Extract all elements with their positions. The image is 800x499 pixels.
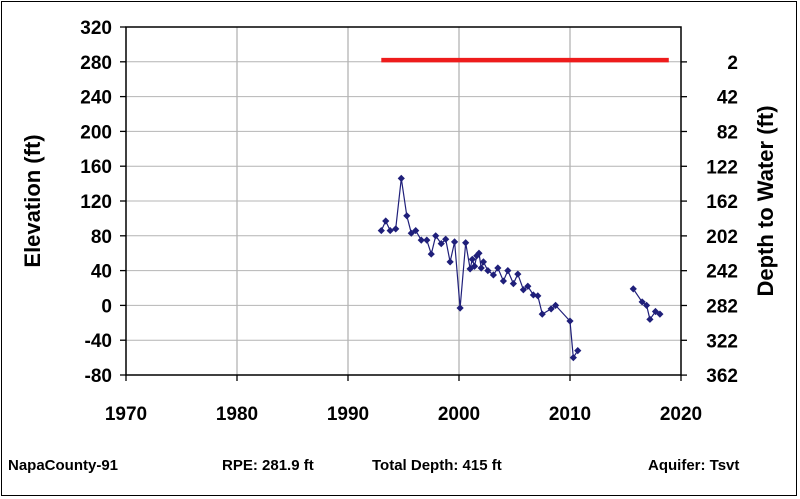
data-point bbox=[569, 354, 577, 362]
footer-info: NapaCounty-91 RPE: 281.9 ft Total Depth:… bbox=[0, 457, 800, 481]
data-point bbox=[514, 270, 522, 278]
y-tick-label-right: 42 bbox=[717, 88, 738, 109]
y-tick-label-left: -80 bbox=[85, 366, 112, 387]
data-point bbox=[494, 264, 502, 272]
data-point bbox=[509, 280, 517, 288]
y-axis-label-right: Depth to Water (ft) bbox=[753, 105, 778, 296]
data-point bbox=[412, 226, 420, 235]
data-point bbox=[466, 265, 474, 273]
tick-labels: 1970 1980 1990 2000 2010 20203202802402001601… bbox=[80, 18, 738, 425]
y-tick-label-right: 162 bbox=[706, 192, 738, 213]
data-point bbox=[529, 291, 537, 299]
data-point bbox=[456, 304, 464, 312]
data-point bbox=[566, 317, 574, 325]
data-point bbox=[574, 347, 582, 355]
data-point bbox=[450, 238, 459, 246]
y-tick-label-right: 202 bbox=[706, 227, 738, 248]
y-tick-label-left: 160 bbox=[80, 157, 112, 178]
plot-area-border bbox=[125, 26, 682, 376]
data-point bbox=[403, 212, 411, 220]
well-id: NapaCounty-91 bbox=[8, 457, 119, 474]
data-point bbox=[432, 232, 440, 240]
data-point bbox=[642, 301, 651, 309]
data-point bbox=[427, 250, 435, 258]
data-point bbox=[651, 307, 660, 316]
x-tick-label: 2000 bbox=[438, 404, 480, 425]
data-point bbox=[524, 282, 532, 290]
data-point bbox=[417, 236, 425, 244]
y-tick-label-left: 0 bbox=[101, 296, 112, 317]
grid bbox=[120, 26, 687, 381]
y-tick-label-left: 320 bbox=[80, 18, 112, 39]
data-point bbox=[377, 226, 385, 235]
x-tick-label: 2020 bbox=[660, 404, 702, 425]
y-tick-label-right: 2 bbox=[727, 53, 738, 74]
data-point bbox=[407, 229, 415, 237]
data-point bbox=[475, 249, 483, 257]
data-point bbox=[638, 298, 646, 306]
data-point bbox=[547, 305, 555, 313]
y-tick-label-left: 40 bbox=[91, 262, 112, 283]
data-point bbox=[437, 240, 445, 248]
data-point bbox=[629, 285, 637, 293]
y-axis-label-left: Elevation (ft) bbox=[20, 134, 45, 267]
data-point bbox=[397, 174, 405, 182]
x-tick-label: 1970 bbox=[105, 404, 147, 425]
data-point bbox=[519, 286, 527, 294]
x-tick-label: 2010 bbox=[549, 404, 591, 425]
data-point bbox=[551, 301, 560, 309]
y-tick-label-right: 242 bbox=[706, 262, 738, 283]
data-point bbox=[392, 225, 400, 233]
series-group bbox=[377, 174, 664, 362]
data-point bbox=[477, 264, 485, 272]
data-point bbox=[386, 226, 394, 235]
data-point bbox=[484, 267, 492, 275]
data-point bbox=[479, 258, 488, 266]
data-point bbox=[646, 315, 654, 323]
total-depth: Total Depth: 415 ft bbox=[372, 457, 502, 474]
y-tick-label-right: 122 bbox=[706, 157, 738, 178]
data-point bbox=[504, 267, 512, 275]
data-point bbox=[442, 235, 450, 243]
data-point bbox=[446, 258, 454, 266]
y-tick-label-left: 240 bbox=[80, 88, 112, 109]
y-tick-label-left: 200 bbox=[80, 122, 112, 143]
y-tick-label-left: 280 bbox=[80, 53, 112, 74]
y-tick-label-right: 322 bbox=[706, 331, 738, 352]
aquifer: Aquifer: Tsvt bbox=[648, 457, 740, 474]
chart: 1970 1980 1990 2000 2010 20203202802402001601… bbox=[20, 18, 778, 425]
data-point bbox=[382, 217, 390, 225]
y-tick-label-right: 282 bbox=[706, 296, 738, 317]
rpe-value: RPE: 281.9 ft bbox=[222, 457, 314, 474]
data-point bbox=[489, 271, 498, 279]
data-point bbox=[538, 310, 546, 318]
y-tick-label-right: 362 bbox=[706, 366, 738, 387]
data-point bbox=[499, 277, 507, 285]
data-point bbox=[656, 310, 664, 318]
data-point bbox=[462, 239, 470, 247]
x-tick-label: 1990 bbox=[327, 404, 369, 425]
data-point bbox=[470, 262, 479, 270]
data-point bbox=[423, 236, 431, 244]
y-tick-label-left: 120 bbox=[80, 192, 112, 213]
y-tick-label-left: -40 bbox=[85, 331, 112, 352]
data-point bbox=[534, 292, 542, 300]
y-tick-label-right: 82 bbox=[717, 122, 738, 143]
y-tick-label-left: 80 bbox=[91, 227, 112, 248]
x-tick-label: 1980 bbox=[216, 404, 258, 425]
data-point bbox=[468, 255, 476, 263]
